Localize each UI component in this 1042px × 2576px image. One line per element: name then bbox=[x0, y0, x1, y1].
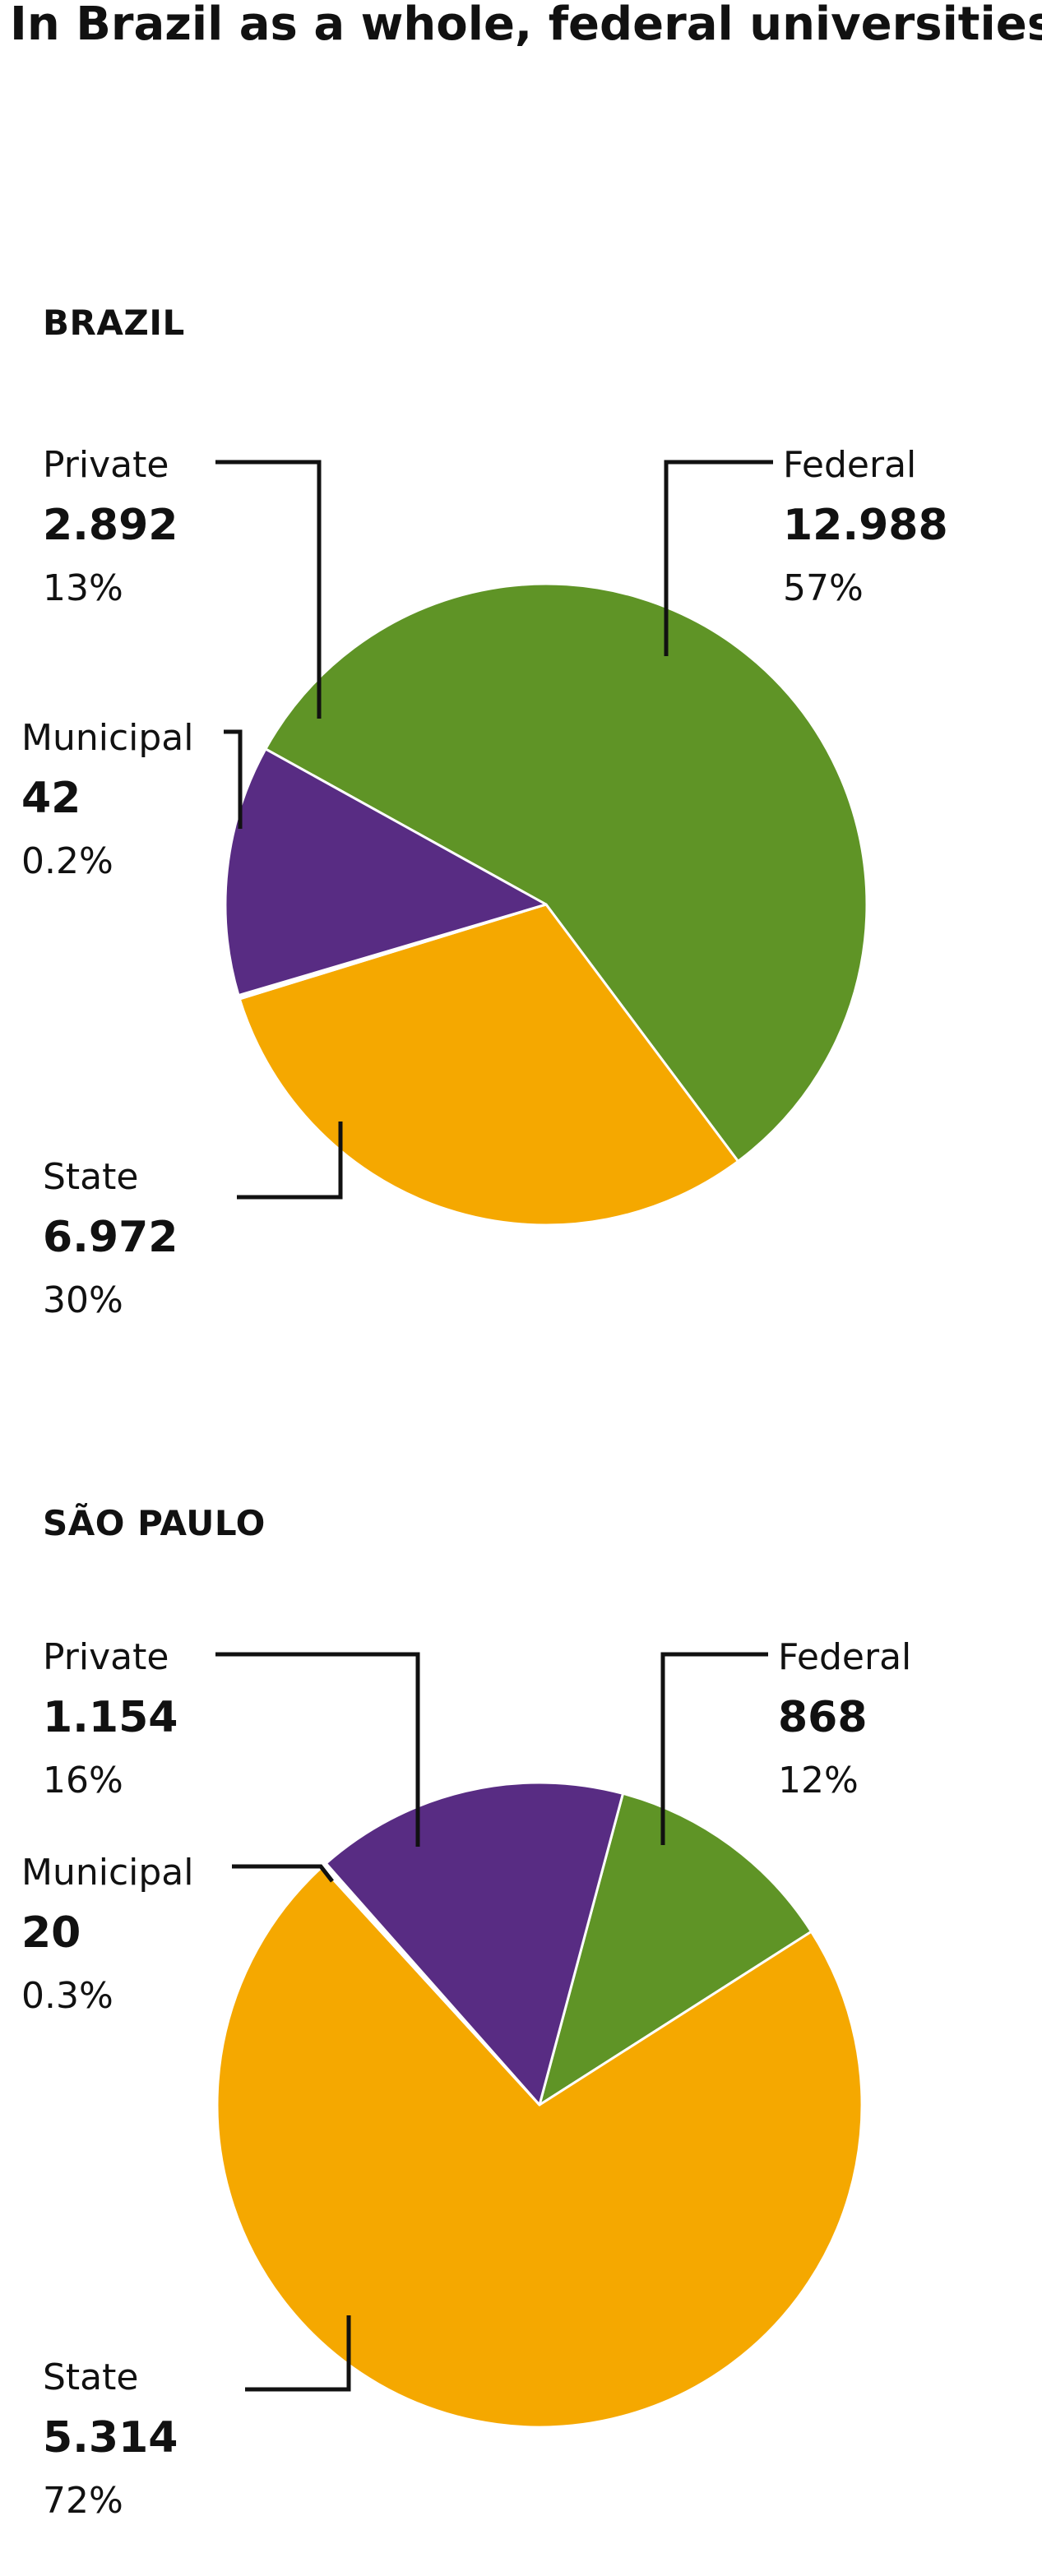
brazil-state-count: 6.972 bbox=[43, 1213, 178, 1262]
sao-paulo-federal-percent: 12% bbox=[778, 1760, 859, 1801]
brazil-heading: BRAZIL bbox=[43, 303, 185, 343]
sao-paulo-pie-chart: Federal 868 12% State 5.314 72% Municipal 20 0.3… bbox=[21, 1636, 911, 2522]
brazil-municipal-label: Municipal bbox=[21, 717, 194, 759]
brazil-state-percent: 30% bbox=[43, 1279, 123, 1321]
brazil-federal-leader-line bbox=[664, 460, 773, 656]
sao-paulo-municipal-leader-line bbox=[232, 1864, 334, 1883]
brazil-municipal-leader-line bbox=[224, 729, 243, 829]
brazil-slice-federal bbox=[264, 582, 868, 1163]
brazil-municipal-count: 42 bbox=[21, 774, 81, 823]
sao-paulo-federal-label: Federal bbox=[778, 1636, 911, 1678]
sao-paulo-municipal-label: Municipal bbox=[21, 1852, 194, 1894]
sao-paulo-federal-leader-line bbox=[660, 1652, 768, 1845]
brazil-slice-private bbox=[224, 747, 548, 997]
brazil-private-count: 2.892 bbox=[43, 501, 178, 550]
sao-paulo-private-leader-line bbox=[215, 1652, 420, 1847]
sao-paulo-state-percent: 72% bbox=[43, 2480, 123, 2522]
brazil-federal-percent: 57% bbox=[783, 567, 864, 609]
title-text: In Brazil as a whole, federal universiti… bbox=[10, 0, 1042, 51]
sao-paulo-heading: SÃO PAULO bbox=[43, 1503, 266, 1543]
sao-paulo-state-count: 5.314 bbox=[43, 2413, 178, 2463]
brazil-federal-count: 12.988 bbox=[783, 501, 948, 550]
chart-title: In Brazil as a whole, federal universiti… bbox=[10, 0, 1042, 52]
sao-paulo-private-percent: 16% bbox=[43, 1760, 123, 1801]
sao-paulo-private-count: 1.154 bbox=[43, 1693, 178, 1742]
sao-paulo-federal-count: 868 bbox=[778, 1693, 868, 1742]
brazil-private-leader-line bbox=[215, 460, 322, 719]
brazil-federal-label: Federal bbox=[783, 444, 916, 486]
brazil-state-label: State bbox=[43, 1156, 138, 1198]
brazil-state-leader-line bbox=[237, 1122, 343, 1200]
sao-paulo-slice-federal bbox=[538, 1792, 813, 2107]
brazil-pie-chart: Federal 12.988 57% State 6.972 30% Municipal 42… bbox=[21, 444, 948, 1321]
brazil-municipal-percent: 0.2% bbox=[21, 840, 113, 882]
sao-paulo-private-label: Private bbox=[43, 1636, 169, 1678]
brazil-private-percent: 13% bbox=[43, 567, 123, 609]
sao-paulo-state-leader-line bbox=[245, 2315, 351, 2392]
sao-paulo-slice-private bbox=[324, 1781, 624, 2107]
brazil-private-label: Private bbox=[43, 444, 169, 486]
sao-paulo-slice-state bbox=[215, 1866, 864, 2429]
sao-paulo-municipal-count: 20 bbox=[21, 1908, 81, 1958]
brazil-slice-state bbox=[238, 903, 739, 1227]
sao-paulo-municipal-percent: 0.3% bbox=[21, 1975, 113, 2017]
sao-paulo-state-label: State bbox=[43, 2356, 138, 2398]
